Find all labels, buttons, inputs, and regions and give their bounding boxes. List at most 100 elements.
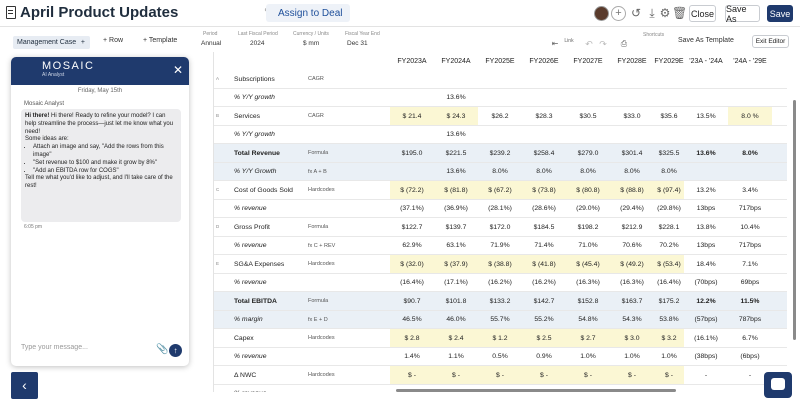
table-row[interactable]: E SG&A Expenses Hardcodes $ (32.0) $ (37.9) $… xyxy=(214,255,787,274)
table-row[interactable]: % Y/Y growth 13.6% xyxy=(214,126,787,144)
data-cell[interactable] xyxy=(728,89,772,106)
row-label[interactable]: % revenue xyxy=(234,353,267,360)
meta-value-period[interactable]: Annual xyxy=(201,40,222,47)
column-header[interactable]: FY2025E xyxy=(485,58,515,65)
data-cell[interactable]: (70bps) xyxy=(694,279,718,286)
row-method[interactable] xyxy=(308,348,382,365)
data-cell[interactable] xyxy=(566,70,610,88)
data-cell[interactable]: 10.4% xyxy=(740,223,760,231)
data-cell[interactable]: $30.5 xyxy=(579,112,597,120)
redo-icon[interactable]: ↷ xyxy=(599,39,607,49)
data-cell[interactable] xyxy=(684,163,728,180)
data-cell[interactable]: 0.5% xyxy=(492,353,508,360)
save-as-button[interactable]: Save As xyxy=(725,4,760,24)
data-cell[interactable]: 13bps xyxy=(696,205,716,212)
data-cell[interactable]: $ 3.2 xyxy=(654,329,684,347)
row-method[interactable]: Formula xyxy=(308,150,329,156)
data-cell[interactable] xyxy=(654,70,684,88)
row-method[interactable] xyxy=(308,385,382,392)
data-cell[interactable]: $ - xyxy=(566,366,610,384)
row-method[interactable]: Hardcodes xyxy=(308,187,335,193)
data-cell[interactable]: 8.0% xyxy=(742,149,758,157)
row-label[interactable]: SG&A Expenses xyxy=(234,260,285,268)
data-cell[interactable]: $ (32.0) xyxy=(390,255,434,273)
column-header[interactable]: FY2027E xyxy=(573,58,603,65)
data-cell[interactable]: $101.8 xyxy=(445,297,467,305)
table-row[interactable]: Δ NWC Hardcodes $ - $ - $ - $ - $ - $ - $ --- xyxy=(214,366,787,385)
data-cell[interactable]: $ (67.2) xyxy=(478,181,522,199)
data-cell[interactable]: (16.4%) xyxy=(400,279,424,286)
data-cell[interactable]: 787bps xyxy=(738,316,762,323)
data-cell[interactable]: 13.6% xyxy=(446,94,466,101)
assign-to-deal-button[interactable]: Assign to Deal xyxy=(266,4,351,22)
data-cell[interactable]: $198.2 xyxy=(577,223,599,231)
table-row[interactable]: % revenue 1.4% 1.1% 0.5% 0.9% 1.0% 1.0% 1.0% (38… xyxy=(214,348,787,366)
table-row[interactable]: Total Revenue Formula $195.0 $221.5 $239.2 $2… xyxy=(214,144,787,163)
data-cell[interactable]: 54.3% xyxy=(622,316,642,323)
data-cell[interactable]: 8.0% xyxy=(580,168,596,175)
data-cell[interactable]: $ 2.5 xyxy=(522,329,566,347)
data-cell[interactable] xyxy=(684,89,728,106)
data-cell[interactable] xyxy=(522,126,566,143)
data-cell[interactable]: 69bps xyxy=(740,279,760,286)
data-cell[interactable]: 55.7% xyxy=(490,316,510,323)
data-cell[interactable]: 8.0% xyxy=(624,168,640,175)
data-cell[interactable] xyxy=(390,163,434,180)
column-header[interactable]: FY2024A xyxy=(441,58,471,65)
data-cell[interactable] xyxy=(390,89,434,106)
data-cell[interactable]: $133.2 xyxy=(489,297,511,305)
data-cell[interactable]: $ (41.8) xyxy=(522,255,566,273)
data-cell[interactable]: 13.6% xyxy=(446,168,466,175)
column-header[interactable]: FY2023A xyxy=(397,58,427,65)
close-icon[interactable]: ✕ xyxy=(172,63,183,77)
data-cell[interactable]: 8.0% xyxy=(536,168,552,175)
row-label[interactable]: % Y/Y Growth xyxy=(234,168,277,175)
data-cell[interactable]: - xyxy=(748,371,752,379)
row-label[interactable]: Subscriptions xyxy=(234,75,275,83)
data-cell[interactable]: $ (80.8) xyxy=(566,181,610,199)
row-method[interactable]: Formula xyxy=(308,224,329,230)
data-cell[interactable]: 8.0% xyxy=(492,168,508,175)
data-cell[interactable]: 53.8% xyxy=(659,316,679,323)
data-cell[interactable]: $ (49.2) xyxy=(610,255,654,273)
data-cell[interactable]: 12.2% xyxy=(696,297,716,305)
data-cell[interactable]: 717bps xyxy=(738,205,762,212)
data-cell[interactable]: $184.5 xyxy=(533,223,555,231)
data-cell[interactable]: $ (73.8) xyxy=(522,181,566,199)
table-row[interactable]: % Y/Y growth 13.6% xyxy=(214,89,787,107)
column-header[interactable]: '23A - '24A xyxy=(689,58,723,65)
chat-launcher-button[interactable] xyxy=(764,372,792,398)
row-label[interactable]: Gross Profit xyxy=(234,223,270,231)
close-button[interactable]: Close xyxy=(689,5,716,22)
data-cell[interactable]: 1.0% xyxy=(661,353,677,360)
meta-value-fye[interactable]: Dec 31 xyxy=(347,40,368,47)
row-method[interactable]: Hardcodes xyxy=(308,261,335,267)
row-label[interactable]: % revenue xyxy=(234,385,304,392)
data-cell[interactable]: $ (72.2) xyxy=(390,181,434,199)
data-cell[interactable]: (16.3%) xyxy=(620,279,644,286)
data-cell[interactable]: 71.9% xyxy=(490,242,510,249)
data-cell[interactable]: (6bps) xyxy=(740,353,760,360)
tab-management-case[interactable]: Management Case + xyxy=(13,36,90,49)
data-cell[interactable]: (37.1%) xyxy=(400,205,424,212)
data-cell[interactable]: 13bps xyxy=(696,242,716,249)
link-label-icon[interactable]: Link xyxy=(564,38,574,44)
row-method[interactable]: fx C + REV xyxy=(308,242,336,249)
data-cell[interactable]: $ (81.8) xyxy=(434,181,478,199)
data-cell[interactable] xyxy=(566,89,610,106)
data-cell[interactable]: 8.0 % xyxy=(728,107,772,125)
paperclip-icon[interactable]: 📎 xyxy=(156,344,169,355)
send-button[interactable]: ↑ xyxy=(169,344,182,357)
data-cell[interactable]: $ 1.2 xyxy=(478,329,522,347)
data-cell[interactable]: $ - xyxy=(610,366,654,384)
row-label[interactable]: % Y/Y growth xyxy=(234,94,275,101)
data-cell[interactable]: (36.9%) xyxy=(444,205,468,212)
data-cell[interactable] xyxy=(610,89,654,106)
table-row[interactable]: A Subscriptions CAGR xyxy=(214,70,787,89)
row-method[interactable]: Hardcodes xyxy=(308,372,335,378)
data-cell[interactable]: - xyxy=(684,385,728,392)
data-cell[interactable]: (38bps) xyxy=(694,353,718,360)
data-cell[interactable]: 1.0% xyxy=(624,353,640,360)
row-label[interactable]: Total Revenue xyxy=(234,149,280,157)
data-cell[interactable]: 6.7% xyxy=(742,334,758,342)
